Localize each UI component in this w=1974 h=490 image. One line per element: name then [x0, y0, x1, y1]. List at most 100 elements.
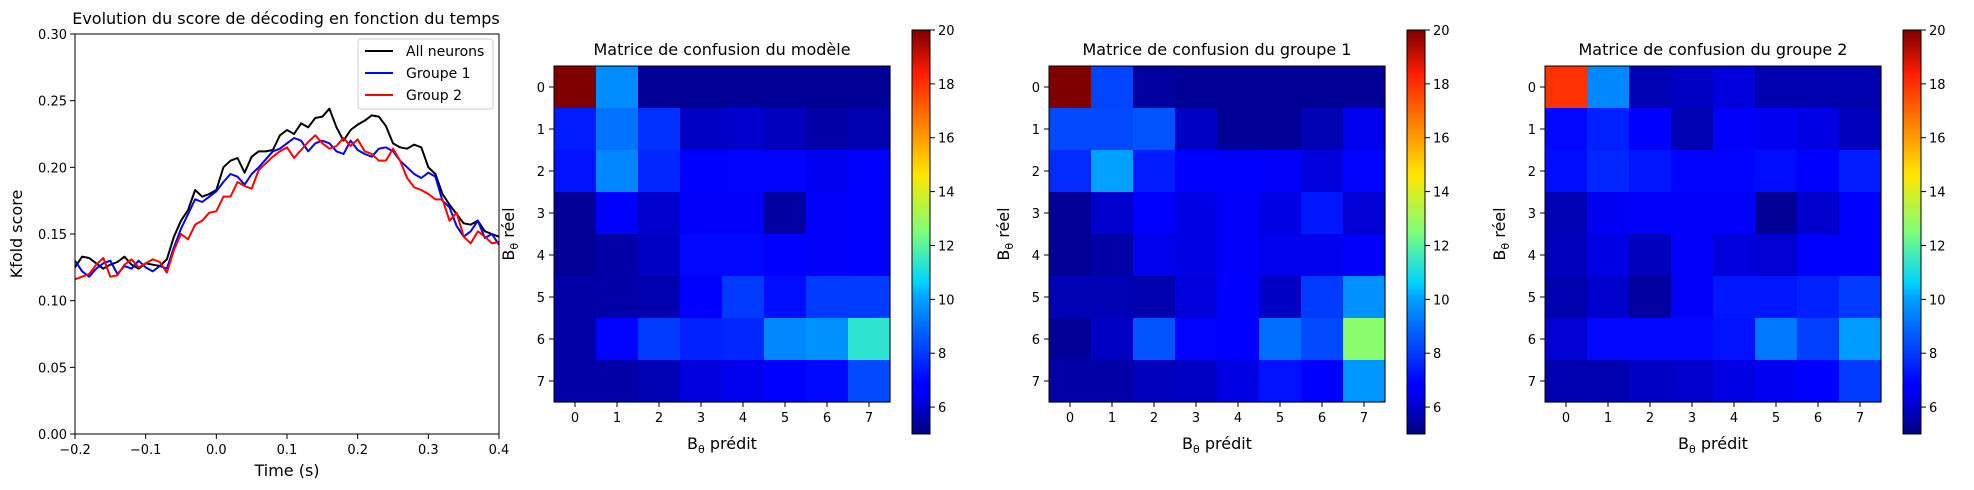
- heatmap-x-tick-label: 1: [613, 411, 621, 426]
- colorbar-gradient: [1902, 29, 1922, 435]
- colorbar-tick-label: 6: [1929, 401, 1937, 416]
- heatmap-cell: [722, 234, 765, 277]
- heatmap-groupe-1-x-label-text: prédit: [1200, 434, 1252, 453]
- heatmap-cell: [764, 150, 807, 193]
- heatmap-cell: [1839, 360, 1882, 403]
- heatmap-cell: [1133, 360, 1176, 403]
- heatmap-cell: [1755, 276, 1798, 319]
- line-chart-title: Evolution du score de décoding en foncti…: [72, 9, 500, 28]
- heatmap-cell: [680, 150, 723, 193]
- heatmap-cell: [848, 108, 891, 151]
- heatmap-cell: [1217, 66, 1260, 109]
- y-tick-label: 0.05: [38, 361, 67, 376]
- colorbar-tick-label: 10: [1433, 293, 1450, 308]
- heatmap-modele-cells: [554, 66, 891, 403]
- heatmap-cell: [1797, 192, 1840, 235]
- heatmap-cell: [848, 234, 891, 277]
- heatmap-cell: [1133, 150, 1176, 193]
- heatmap-cell: [1629, 66, 1672, 109]
- heatmap-x-tick-label: 3: [697, 411, 705, 426]
- heatmap-y-tick-label: 3: [1032, 207, 1040, 222]
- heatmap-cell: [1301, 108, 1344, 151]
- heatmap-cell: [1301, 318, 1344, 361]
- heatmap-cell: [1049, 234, 1092, 277]
- heatmap-cell: [1091, 276, 1134, 319]
- heatmap-cell: [1839, 234, 1882, 277]
- heatmap-cell: [554, 318, 597, 361]
- heatmap-cell: [1797, 360, 1840, 403]
- heatmap-cell: [1133, 192, 1176, 235]
- heatmap-cell: [1797, 276, 1840, 319]
- heatmap-cell: [1091, 318, 1134, 361]
- heatmap-y-tick-label: 3: [1528, 207, 1536, 222]
- line-chart-x-ticks: −0.2 −0.1 0.0 0.1 0.2 0.3 0.4: [59, 434, 509, 458]
- heatmap-cell: [1217, 108, 1260, 151]
- heatmap-cell: [638, 150, 681, 193]
- heatmap-modele-y-label-text: réel: [499, 207, 518, 242]
- heatmap-cell: [638, 360, 681, 403]
- heatmap-cell: [1839, 276, 1882, 319]
- heatmap-cell: [1671, 150, 1714, 193]
- heatmap-groupe-2-y-label-text: réel: [1490, 207, 1509, 242]
- heatmap-cell: [1217, 360, 1260, 403]
- heatmap-cell: [680, 108, 723, 151]
- heatmap-cell: [1175, 234, 1218, 277]
- heatmap-y-tick-label: 7: [1032, 375, 1040, 390]
- heatmap-cell: [722, 360, 765, 403]
- heatmap-cell: [1755, 66, 1798, 109]
- heatmap-y-tick-label: 0: [1528, 81, 1536, 96]
- heatmap-cell: [764, 192, 807, 235]
- heatmap-cell: [680, 66, 723, 109]
- heatmap-cell: [1049, 66, 1092, 109]
- line-series-all-neurons: [74, 107, 500, 270]
- heatmap-x-tick-label: 5: [1276, 411, 1284, 426]
- colorbar-tick-label: 20: [1929, 24, 1946, 39]
- heatmap-cell: [1671, 108, 1714, 151]
- heatmap-cell: [1671, 66, 1714, 109]
- heatmap-cell: [1839, 108, 1882, 151]
- heatmap-groupe-1-y-label-text: réel: [994, 207, 1013, 242]
- heatmap-y-tick-label: 7: [1528, 375, 1536, 390]
- heatmap-cell: [1545, 108, 1588, 151]
- heatmap-y-tick-label: 2: [1528, 165, 1536, 180]
- heatmap-x-tick-label: 2: [655, 411, 663, 426]
- colorbar-tick-label: 8: [938, 347, 946, 362]
- heatmap-cell: [764, 318, 807, 361]
- heatmap-y-tick-label: 6: [1528, 333, 1536, 348]
- heatmap-cell: [722, 66, 765, 109]
- heatmap-cell: [1217, 150, 1260, 193]
- heatmap-y-tick-label: 4: [537, 249, 545, 264]
- heatmap-cell: [1343, 318, 1386, 361]
- heatmap-cell: [1301, 150, 1344, 193]
- heatmap-cell: [638, 192, 681, 235]
- heatmap-x-tick-label: 6: [823, 411, 831, 426]
- heatmap-cell: [1343, 276, 1386, 319]
- heatmap-cell: [1175, 108, 1218, 151]
- heatmap-cell: [1217, 276, 1260, 319]
- heatmap-cell: [1713, 318, 1756, 361]
- heatmap-cell: [1587, 150, 1630, 193]
- heatmap-cell: [848, 360, 891, 403]
- heatmap-cell: [1133, 318, 1176, 361]
- heatmap-cell: [596, 234, 639, 277]
- heatmap-cell: [680, 360, 723, 403]
- colorbar-tick-label: 14: [1929, 186, 1946, 201]
- heatmap-cell: [1755, 108, 1798, 151]
- heatmap-x-tick-label: 5: [1772, 411, 1780, 426]
- heatmap-cell: [1217, 318, 1260, 361]
- legend-label-all-neurons: All neurons: [406, 44, 484, 60]
- heatmap-cell: [1629, 234, 1672, 277]
- heatmap-groupe-2-title: Matrice de confusion du groupe 2: [1579, 40, 1848, 59]
- heatmap-groupe-1-frame: [1048, 65, 1386, 403]
- heatmap-groupe-1-x-label: Bθ prédit: [1182, 434, 1252, 456]
- heatmap-cell: [596, 150, 639, 193]
- heatmap-panel-modele: Matrice de confusion du modèle Bθ prédit…: [499, 24, 955, 456]
- heatmap-cell: [638, 318, 681, 361]
- y-tick-label: 0.20: [38, 161, 67, 176]
- heatmap-cell: [1259, 318, 1302, 361]
- heatmap-modele-y-label-subscript: θ: [508, 243, 521, 250]
- heatmap-cell: [1133, 234, 1176, 277]
- heatmap-y-tick-label: 6: [1032, 333, 1040, 348]
- heatmap-groupe-2-x-label-text: prédit: [1696, 434, 1748, 453]
- heatmap-cell: [1713, 108, 1756, 151]
